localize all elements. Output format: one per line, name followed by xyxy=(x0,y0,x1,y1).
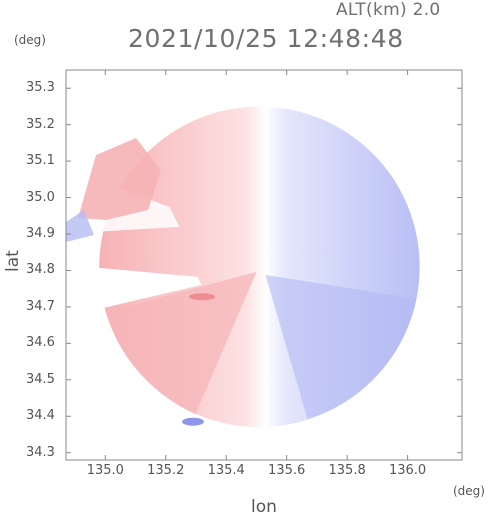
y-axis-unit: (deg) xyxy=(14,33,46,47)
receding-region xyxy=(107,271,257,415)
x-tick-label: 135.6 xyxy=(268,463,306,478)
plot-frame xyxy=(65,69,463,461)
x-axis-label: lon xyxy=(251,497,277,517)
approaching-cell xyxy=(181,417,204,426)
x-tick-label: 135.4 xyxy=(207,463,245,478)
x-axis-unit: (deg) xyxy=(453,484,485,498)
y-tick-label: 34.8 xyxy=(26,262,55,278)
x-tick-label: 135.0 xyxy=(86,463,124,478)
approaching-region xyxy=(265,274,417,420)
y-tick-label: 35.1 xyxy=(26,153,55,169)
y-tick-label: 34.3 xyxy=(26,444,55,460)
receding-cell xyxy=(189,293,216,301)
radar-echo-layer xyxy=(66,106,420,428)
y-tick-label: 34.5 xyxy=(26,371,55,387)
x-tick-label: 135.8 xyxy=(328,463,366,478)
y-tick-label: 34.4 xyxy=(26,408,55,424)
altitude-label: ALT(km) 2.0 xyxy=(336,0,441,20)
x-tick-label: 135.2 xyxy=(147,463,185,478)
scan-datetime: 2021/10/25 12:48:48 xyxy=(128,24,404,53)
coastal-echo xyxy=(66,210,94,242)
y-axis-label: lat xyxy=(3,250,23,272)
y-tick-label: 35.3 xyxy=(26,80,55,96)
tick-marks xyxy=(66,70,462,460)
x-tick-label: 136.0 xyxy=(388,463,427,478)
y-tick-label: 35.0 xyxy=(26,189,55,205)
coastal-echo xyxy=(78,138,161,220)
y-tick-label: 34.6 xyxy=(26,335,55,351)
y-tick-label: 35.2 xyxy=(26,116,55,132)
y-tick-label: 34.7 xyxy=(26,298,55,314)
no-echo-gap xyxy=(66,264,202,317)
y-tick-label: 34.9 xyxy=(26,226,55,242)
